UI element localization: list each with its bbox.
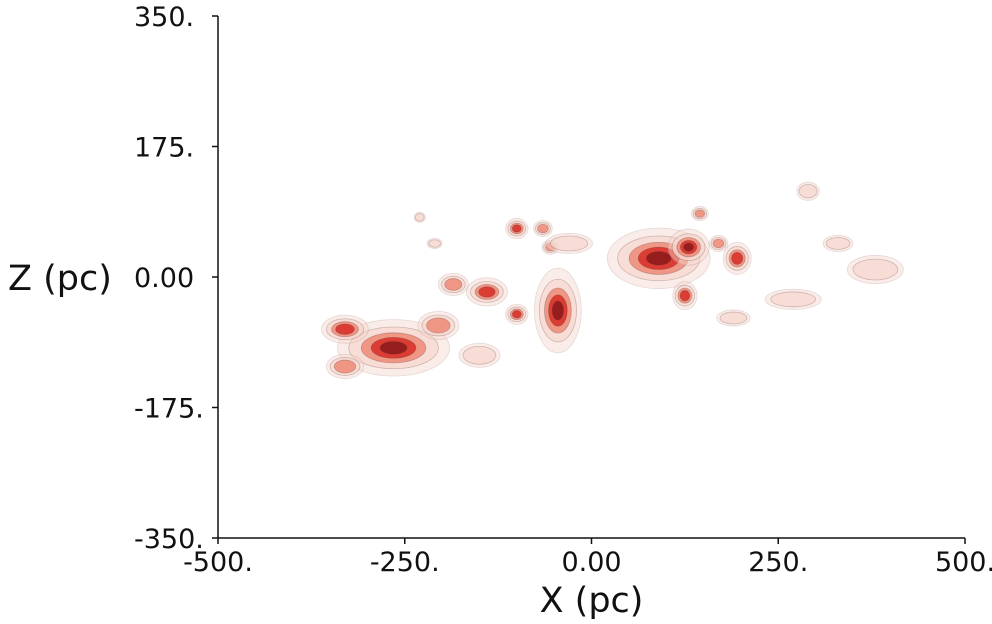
y-tick-label: 350. bbox=[134, 2, 194, 33]
cloud-contour-3 bbox=[679, 290, 691, 302]
cloud-west-lower bbox=[325, 354, 365, 379]
cloud-west-blob bbox=[437, 272, 469, 296]
x-tick-label: -500. bbox=[183, 547, 253, 578]
cloud-contour-2 bbox=[694, 209, 706, 218]
y-tick-label: -175. bbox=[134, 394, 204, 425]
cloud-contour-3 bbox=[511, 224, 522, 233]
cloud-far-east-c bbox=[764, 288, 822, 310]
cloud-east-small-a bbox=[708, 234, 729, 252]
cloud-contour-4 bbox=[551, 300, 564, 321]
y-tick-label: 175. bbox=[134, 133, 194, 164]
cloud-contour-2 bbox=[712, 238, 725, 249]
cloud-far-east-d bbox=[822, 234, 854, 252]
cloud-contour-4 bbox=[379, 341, 408, 355]
cloud-west-main bbox=[337, 319, 450, 377]
cloud-contour-1 bbox=[428, 239, 442, 248]
cloud-center-upper-b bbox=[533, 220, 553, 237]
cloud-east-side bbox=[722, 241, 752, 275]
x-tick-label: 250. bbox=[748, 547, 808, 578]
cloud-contour-2 bbox=[426, 317, 451, 334]
y-tick-label: 0.00 bbox=[134, 263, 194, 294]
cloud-east-arm bbox=[667, 228, 710, 266]
x-ticks: -500. -250. 0.00 250. 500. bbox=[183, 538, 992, 578]
x-tick-label: -250. bbox=[370, 547, 440, 578]
cloud-west-upper bbox=[321, 314, 369, 344]
cloud-contour-1 bbox=[462, 345, 497, 365]
cloud-east-lower bbox=[716, 309, 751, 327]
cloud-far-east-a bbox=[846, 255, 904, 285]
cloud-contour-3 bbox=[511, 310, 522, 319]
y-tick-label: -350. bbox=[134, 524, 204, 555]
x-tick-label: 0.00 bbox=[561, 547, 621, 578]
cloud-left-wisp bbox=[426, 238, 443, 249]
cloud-contour-3 bbox=[478, 286, 496, 298]
density-clouds bbox=[321, 181, 904, 379]
cloud-east-small-b bbox=[691, 206, 709, 222]
cloud-contour-2 bbox=[333, 359, 357, 374]
cloud-contour-1 bbox=[550, 235, 589, 252]
cloud-contour-4 bbox=[646, 251, 672, 266]
y-ticks: 350. 175. 0.00 -175. -350. bbox=[134, 2, 218, 555]
cloud-east-knot bbox=[672, 281, 698, 311]
x-axis-title: X (pc) bbox=[540, 581, 644, 621]
cloud-contour-1 bbox=[719, 311, 748, 325]
cloud-contour-2 bbox=[444, 278, 463, 291]
cloud-center-west bbox=[465, 277, 508, 307]
cloud-center-small bbox=[505, 303, 529, 325]
cloud-contour-2 bbox=[537, 223, 549, 234]
cloud-contour-1 bbox=[825, 237, 851, 250]
y-axis-title: Z (pc) bbox=[8, 259, 112, 299]
cloud-north-wisp bbox=[545, 232, 593, 254]
cloud-contour-1 bbox=[414, 213, 425, 222]
cloud-contour-3 bbox=[335, 323, 355, 335]
cloud-center-main bbox=[534, 267, 582, 354]
cloud-south-wisp bbox=[458, 342, 501, 368]
cloud-contour-1 bbox=[852, 258, 899, 281]
axes: -500. -250. 0.00 250. 500. 350. 175. 0.00 -175.… bbox=[134, 2, 992, 578]
cloud-contour-3 bbox=[731, 251, 744, 265]
cloud-contour-4 bbox=[683, 242, 694, 252]
cloud-center-upper-a bbox=[505, 218, 529, 239]
cloud-contour-1 bbox=[798, 184, 818, 199]
cloud-west-east bbox=[417, 310, 460, 340]
cloud-upper-left bbox=[413, 211, 426, 223]
x-tick-label: 500. bbox=[935, 547, 992, 578]
cloud-contour-1 bbox=[770, 291, 817, 308]
cloud-far-east-b bbox=[796, 181, 820, 201]
